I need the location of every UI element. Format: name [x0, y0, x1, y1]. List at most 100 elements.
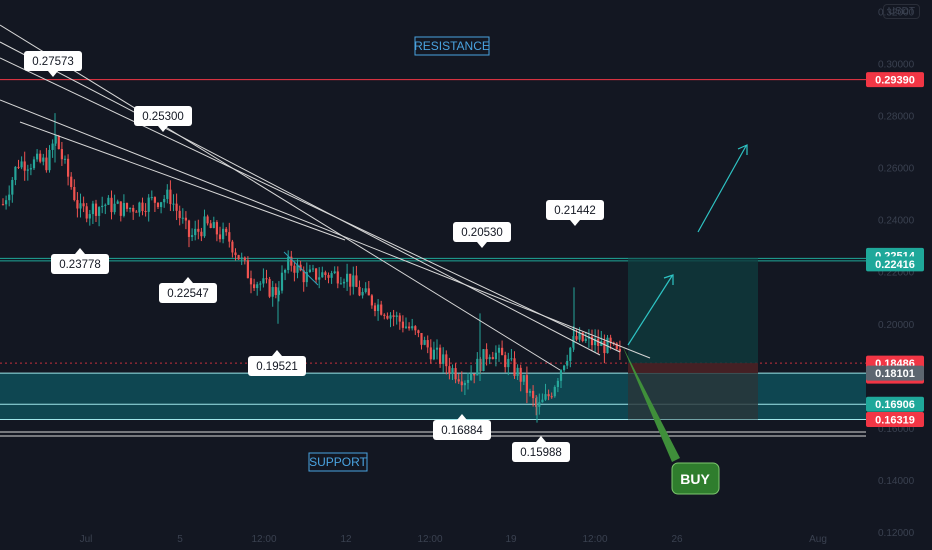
candle-body — [432, 349, 435, 360]
candle-body — [615, 343, 618, 350]
candle-body — [277, 290, 280, 295]
candle-body — [429, 347, 432, 360]
candle-body — [206, 216, 209, 224]
candle-body — [150, 197, 153, 199]
candle-body — [559, 370, 563, 381]
y-tick-label: 0.30000 — [878, 60, 915, 71]
candle-body — [618, 349, 621, 352]
candle-body — [575, 336, 578, 340]
candle-body — [358, 286, 361, 296]
callout-box — [159, 283, 217, 303]
candle-body — [395, 315, 398, 317]
candle-body — [603, 341, 606, 354]
callout-0-27573: 0.27573 — [24, 51, 82, 77]
candle-body — [302, 270, 305, 283]
candle-body — [482, 349, 485, 372]
candle-body — [76, 200, 79, 209]
candle-body — [11, 179, 14, 195]
candle-body — [265, 278, 268, 280]
candle-body — [411, 326, 414, 329]
price-badge-0-29390: 0.29390 — [866, 72, 924, 88]
candle-body — [606, 337, 609, 354]
candle-body — [32, 159, 36, 169]
candle-body — [454, 368, 457, 380]
candle-body — [513, 358, 516, 376]
callout-pointer — [570, 220, 580, 226]
candle-body — [191, 235, 194, 237]
candle-body — [94, 203, 98, 216]
candle-body — [26, 169, 29, 171]
candle-body — [308, 269, 311, 273]
candle-body — [609, 337, 612, 343]
callout-pointer — [272, 350, 282, 356]
y-tick-label: 0.22000 — [878, 268, 915, 279]
wave-line — [283, 251, 319, 286]
x-tick-label: 12:00 — [417, 534, 442, 545]
candle-body — [187, 220, 191, 237]
candle-body — [389, 315, 392, 319]
candle-body — [110, 197, 113, 213]
price-callouts: 0.27573 0.25300 0.23778 0.22547 0.19521 0.205… — [24, 51, 604, 462]
callout-text: 0.27573 — [32, 56, 74, 68]
candle-body — [215, 222, 218, 235]
candle-body — [550, 396, 553, 398]
candle-body — [566, 360, 569, 366]
y-tick-label: 0.20000 — [878, 320, 915, 331]
candle-body — [451, 368, 454, 374]
candle-body — [147, 197, 150, 212]
candle-body — [104, 204, 107, 206]
candle-body — [29, 168, 32, 170]
arrow-up-short — [627, 275, 673, 346]
candle-body — [361, 291, 364, 296]
candle-body — [519, 367, 522, 382]
candle-body — [516, 367, 519, 376]
candle-body — [63, 158, 67, 160]
y-axis[interactable]: 0.32000 0.30000 0.28000 0.26000 0.24000 0.220… — [878, 8, 915, 539]
arrow-head — [737, 144, 748, 155]
candle-body — [528, 390, 532, 393]
callout-box — [546, 200, 604, 220]
callout-text: 0.21442 — [554, 205, 596, 217]
callout-box — [433, 420, 491, 440]
buy-signal: BUY — [622, 345, 720, 495]
callout-pointer — [75, 248, 85, 254]
badge-box — [866, 396, 924, 412]
x-tick-label: 19 — [505, 534, 517, 545]
candle-body — [315, 268, 318, 280]
candle-body — [457, 379, 460, 382]
candle-body — [39, 153, 42, 162]
candle-body — [57, 135, 60, 150]
callout-text: 0.15988 — [520, 447, 562, 459]
x-axis[interactable]: Jul 5 12:00 12 12:00 19 12:00 26 Aug — [80, 534, 827, 545]
badge-box — [866, 411, 924, 427]
long-position-tool[interactable] — [628, 258, 758, 420]
x-tick-label: Jul — [80, 534, 93, 545]
x-tick-label: 12 — [340, 534, 352, 545]
candle-body — [253, 284, 256, 289]
candle-body — [510, 358, 513, 360]
x-tick-label: 12:00 — [251, 534, 276, 545]
callout-text: 0.25300 — [142, 111, 184, 123]
y-tick-label: 0.32000 — [878, 8, 915, 19]
candle-body — [466, 379, 470, 383]
callout-pointer — [183, 277, 193, 283]
y-tick-label: 0.26000 — [878, 164, 915, 175]
candle-body — [321, 272, 324, 278]
candle-body — [172, 203, 175, 205]
callout-box — [453, 222, 511, 242]
candle-body — [256, 284, 259, 289]
price-badge-0-22416: 0.22416 — [866, 256, 924, 272]
candle-body — [435, 347, 439, 350]
candle-body — [274, 287, 277, 295]
callout-text: 0.19521 — [256, 361, 298, 373]
candle-body — [119, 201, 122, 216]
candle-body — [442, 354, 445, 364]
candle-body — [522, 375, 525, 382]
callout-pointer — [477, 242, 487, 248]
candle-body — [594, 338, 597, 346]
callout-pointer — [536, 436, 546, 442]
trend-lines[interactable] — [0, 24, 651, 371]
candle-body — [91, 203, 94, 215]
candle-body — [494, 352, 497, 360]
